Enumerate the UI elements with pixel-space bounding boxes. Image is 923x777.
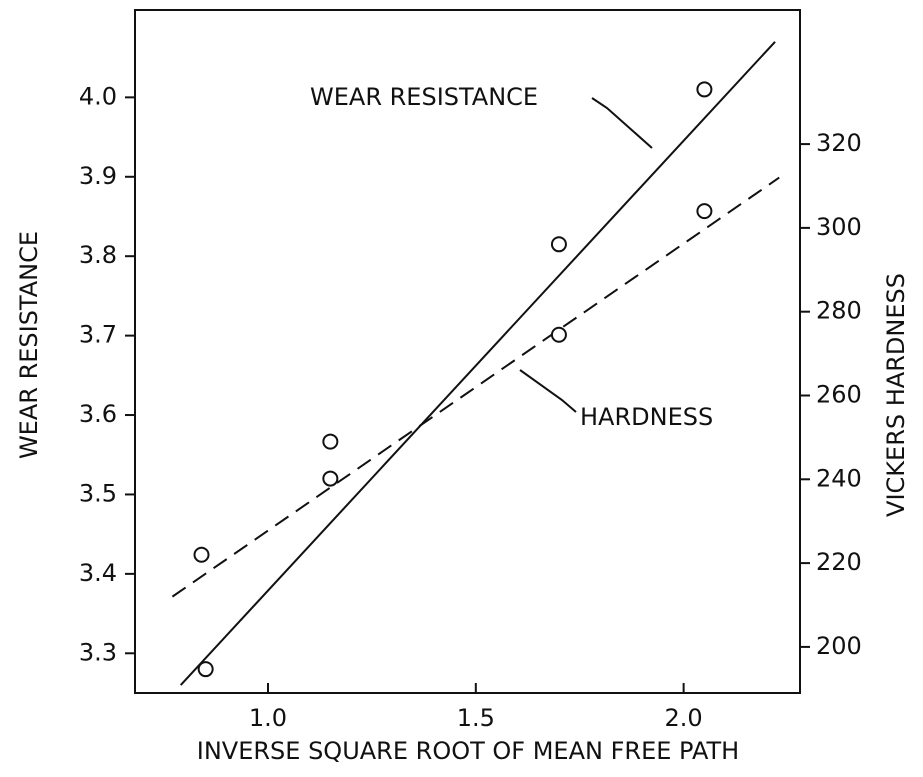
y2-tick-label: 280 (816, 297, 862, 325)
data-point (197, 661, 214, 678)
data-point (322, 433, 339, 450)
fit-line (179, 41, 776, 686)
y2-tick-label: 200 (816, 632, 862, 660)
data-point (322, 470, 339, 487)
y2-tick-label: 240 (816, 464, 862, 492)
data-point (696, 203, 713, 220)
annotation: WEAR RESISTANCE (310, 83, 538, 111)
y-tick-label: 3.6 (79, 400, 117, 428)
data-point (193, 546, 210, 563)
y2-tick-label: 220 (816, 548, 862, 576)
x-tick-label: 2.0 (665, 704, 703, 732)
y-tick-label: 3.3 (79, 638, 117, 666)
y-tick-label: 3.5 (79, 479, 117, 507)
data-point (550, 236, 567, 253)
y-tick-label: 3.9 (79, 162, 117, 190)
leader-line (519, 369, 577, 413)
x-axis-label: INVERSE SQUARE ROOT OF MEAN FREE PATH (197, 737, 739, 765)
leader-line (591, 97, 653, 149)
y2-tick-label: 320 (816, 129, 862, 157)
y2-axis-label: VICKERS HARDNESS (882, 273, 910, 517)
y2-tick-label: 300 (816, 213, 862, 241)
fit-line (171, 176, 780, 598)
y-tick-label: 3.8 (79, 241, 117, 269)
y-tick-label: 3.4 (79, 559, 117, 587)
plot-frame (134, 9, 801, 694)
annotation: HARDNESS (580, 403, 713, 431)
y-axis-label: WEAR RESISTANCE (15, 231, 43, 459)
data-point (550, 326, 567, 343)
y2-tick-label: 260 (816, 380, 862, 408)
y-tick-label: 3.7 (79, 321, 117, 349)
y-tick-label: 4.0 (79, 82, 117, 110)
data-point (696, 81, 713, 98)
x-tick-label: 1.5 (457, 704, 495, 732)
x-tick-label: 1.0 (249, 704, 287, 732)
